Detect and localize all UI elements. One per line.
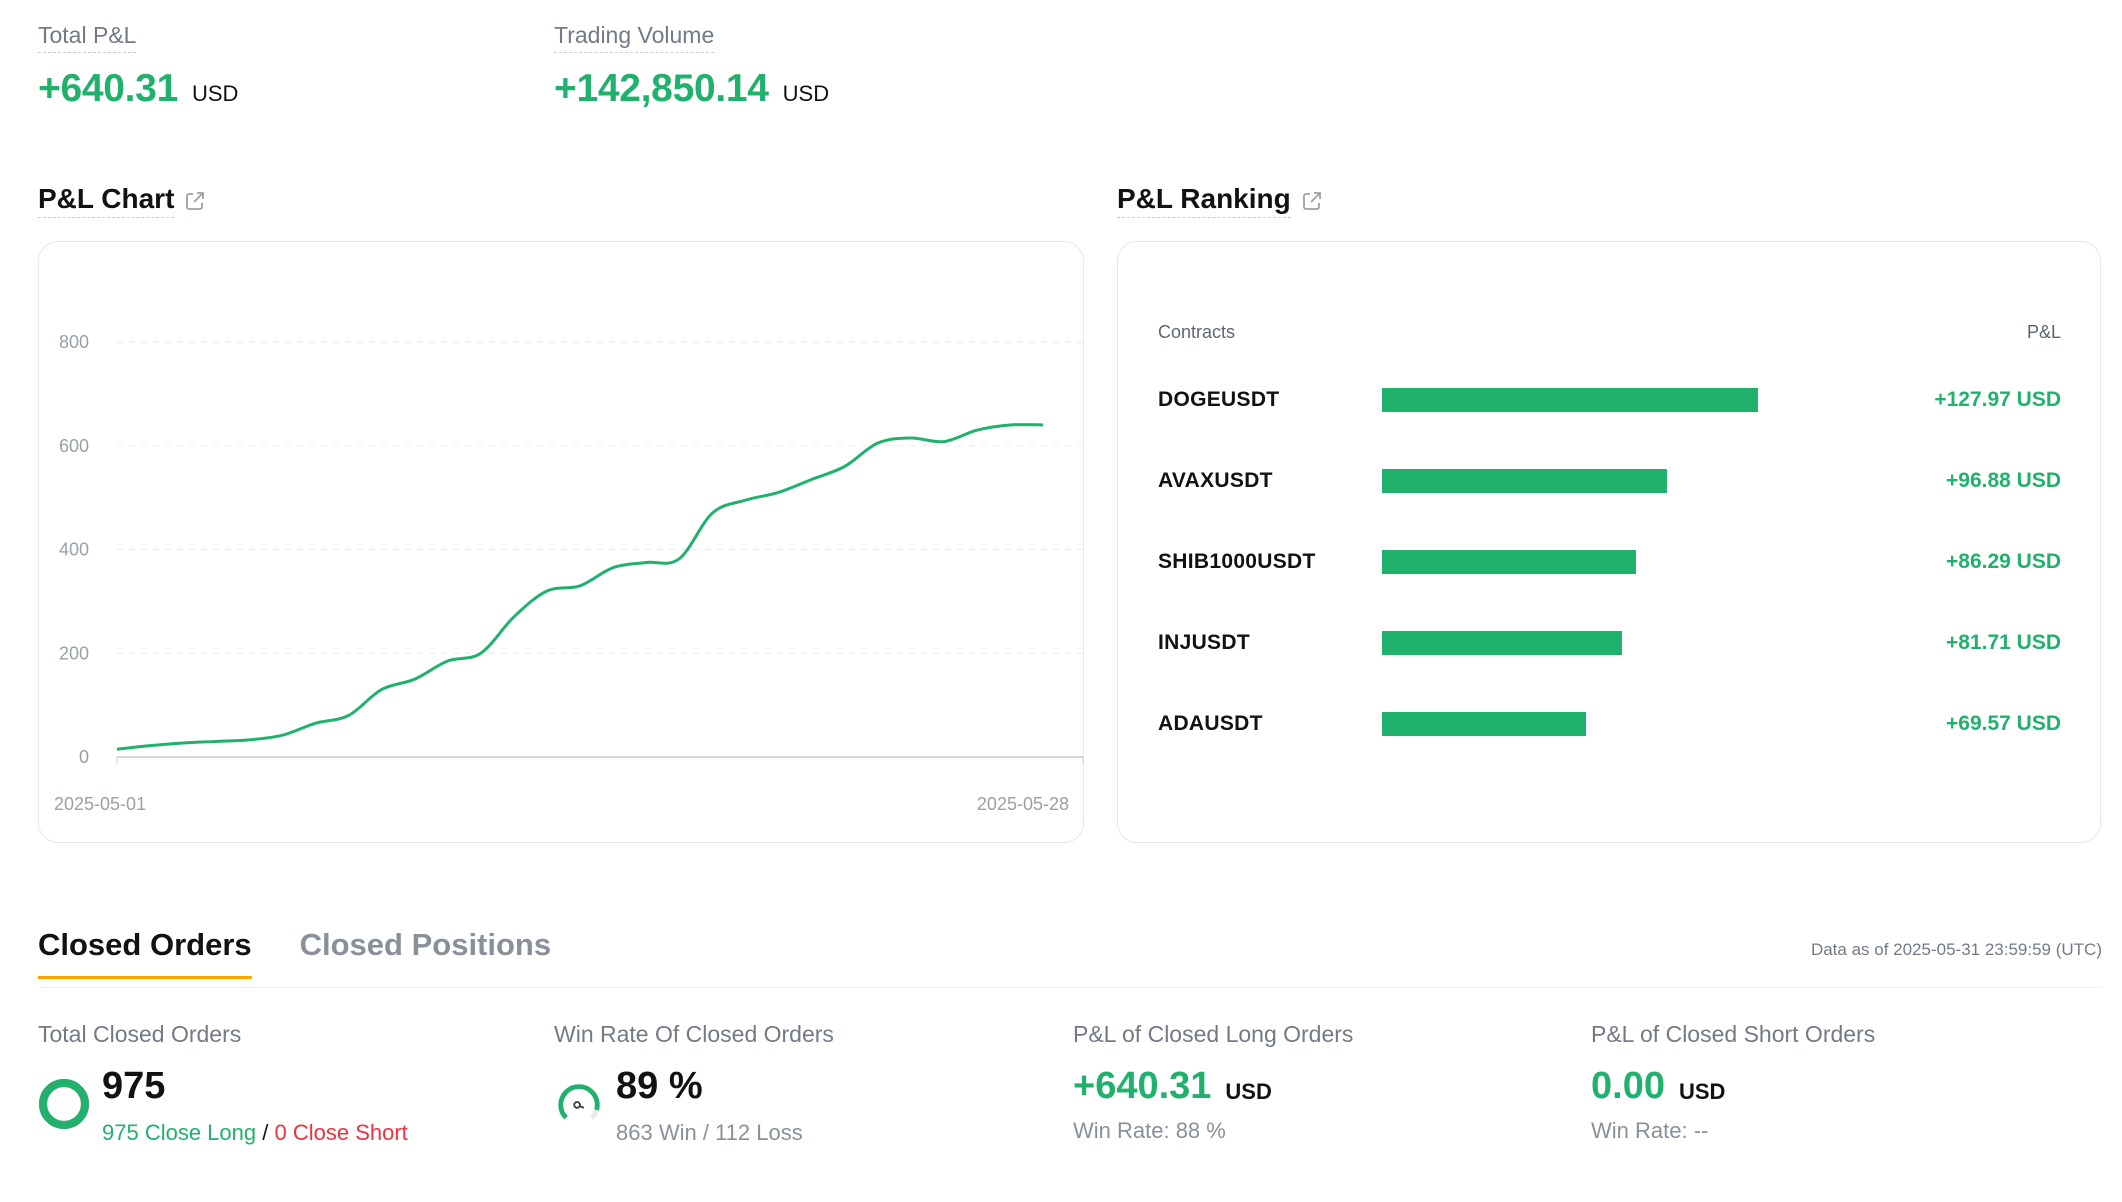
ranking-row[interactable]: SHIB1000USDT +86.29 USD bbox=[1118, 542, 2100, 582]
tab-closed-positions[interactable]: Closed Positions bbox=[299, 927, 552, 962]
total-closed-orders-stat: Total Closed Orders 975 975 Close Long /… bbox=[38, 1021, 408, 1146]
close-long-count: 975 Close Long bbox=[102, 1120, 257, 1145]
y-tick-label: 600 bbox=[59, 436, 89, 456]
short-pnl-stat: P&L of Closed Short Orders 0.00 USD Win … bbox=[1591, 1021, 1875, 1144]
pnl-value: +96.88 USD bbox=[1946, 469, 2061, 492]
y-tick-label: 800 bbox=[59, 332, 89, 352]
ranking-row[interactable]: DOGEUSDT +127.97 USD bbox=[1118, 380, 2100, 420]
long-win-rate: Win Rate: 88 % bbox=[1073, 1118, 1226, 1143]
pnl-value: +86.29 USD bbox=[1946, 550, 2061, 573]
short-win-rate: Win Rate: -- bbox=[1591, 1118, 1709, 1143]
pnl-bar bbox=[1382, 550, 1636, 574]
long-short-ratio-ring-icon bbox=[39, 1079, 89, 1129]
pnl-bar bbox=[1382, 388, 1758, 412]
contract-name: INJUSDT bbox=[1158, 631, 1250, 654]
ranking-row[interactable]: INJUSDT +81.71 USD bbox=[1118, 623, 2100, 663]
contract-name: DOGEUSDT bbox=[1158, 388, 1280, 411]
long-pnl-value: +640.31 bbox=[1073, 1065, 1212, 1107]
orders-tabs: Closed Orders Closed Positions bbox=[38, 927, 599, 979]
pnl-chart-card: 0 200 400 600 800 2025-05-01 2025-05-28 bbox=[38, 241, 1084, 843]
pnl-value: +127.97 USD bbox=[1934, 388, 2061, 411]
contract-name: SHIB1000USDT bbox=[1158, 550, 1316, 573]
y-tick-label: 200 bbox=[59, 643, 89, 663]
close-short-count: 0 Close Short bbox=[274, 1120, 408, 1145]
x-start-label: 2025-05-01 bbox=[54, 794, 146, 814]
pnl-series-line bbox=[116, 423, 1044, 751]
contract-name: AVAXUSDT bbox=[1158, 469, 1273, 492]
separator: / bbox=[262, 1120, 269, 1145]
pnl-ranking-title-text: P&L Ranking bbox=[1117, 183, 1291, 218]
tab-closed-orders[interactable]: Closed Orders bbox=[38, 927, 252, 979]
trading-volume-label[interactable]: Trading Volume bbox=[554, 22, 715, 53]
long-pnl-stat: P&L of Closed Long Orders +640.31 USD Wi… bbox=[1073, 1021, 1353, 1144]
trading-volume-summary: Trading Volume +142,850.14 USD bbox=[554, 22, 829, 111]
win-rate-gauge-icon bbox=[558, 1084, 600, 1126]
long-pnl-label: P&L of Closed Long Orders bbox=[1073, 1021, 1354, 1047]
tabs-divider bbox=[38, 987, 2102, 988]
data-as-of-timestamp: Data as of 2025-05-31 23:59:59 (UTC) bbox=[1810, 940, 2102, 959]
ranking-row[interactable]: AVAXUSDT +96.88 USD bbox=[1118, 461, 2100, 501]
long-pnl-unit: USD bbox=[1225, 1079, 1272, 1104]
short-pnl-unit: USD bbox=[1678, 1079, 1726, 1104]
short-pnl-value: 0.00 bbox=[1591, 1065, 1665, 1107]
pnl-line-chart[interactable]: 0 200 400 600 800 2025-05-01 2025-05-28 bbox=[39, 242, 1085, 844]
total-closed-orders-label: Total Closed Orders bbox=[38, 1021, 242, 1047]
contracts-column-header: Contracts bbox=[1158, 322, 1236, 342]
pnl-value: +81.71 USD bbox=[1946, 631, 2061, 654]
y-tick-label: 400 bbox=[59, 540, 89, 560]
trading-volume-unit: USD bbox=[782, 81, 830, 106]
pnl-bar bbox=[1382, 631, 1622, 655]
pnl-chart-title-text: P&L Chart bbox=[38, 183, 175, 218]
win-rate-stat: Win Rate Of Closed Orders 89 % 863 Win /… bbox=[554, 1021, 834, 1146]
total-pnl-unit: USD bbox=[191, 81, 239, 106]
total-closed-orders-value: 975 bbox=[102, 1065, 166, 1107]
total-pnl-summary: Total P&L +640.31 USD bbox=[38, 22, 238, 111]
y-tick-label: 0 bbox=[79, 747, 89, 767]
pnl-bar bbox=[1382, 712, 1586, 736]
total-pnl-value: +640.31 bbox=[38, 67, 178, 110]
pnl-value: +69.57 USD bbox=[1946, 712, 2061, 735]
pnl-bar bbox=[1382, 469, 1667, 493]
ranking-row[interactable]: ADAUSDT +69.57 USD bbox=[1118, 704, 2100, 744]
pnl-ranking-title[interactable]: P&L Ranking bbox=[1117, 183, 1324, 218]
win-rate-label: Win Rate Of Closed Orders bbox=[554, 1021, 834, 1047]
trading-volume-value: +142,850.14 bbox=[554, 67, 769, 110]
win-loss-count: 863 Win / 112 Loss bbox=[616, 1120, 803, 1145]
external-link-icon[interactable] bbox=[1300, 189, 1324, 213]
pnl-column-header: P&L bbox=[2026, 322, 2061, 342]
contract-name: ADAUSDT bbox=[1158, 712, 1263, 735]
total-pnl-label[interactable]: Total P&L bbox=[38, 22, 137, 53]
external-link-icon[interactable] bbox=[183, 189, 207, 213]
short-pnl-label: P&L of Closed Short Orders bbox=[1591, 1021, 1876, 1047]
pnl-chart-title[interactable]: P&L Chart bbox=[38, 183, 207, 218]
x-end-label: 2025-05-28 bbox=[977, 794, 1069, 814]
pnl-ranking-card: Contracts P&L DOGEUSDT +127.97 USD AVAXUSD… bbox=[1117, 241, 2101, 843]
win-rate-value: 89 % bbox=[616, 1065, 703, 1107]
